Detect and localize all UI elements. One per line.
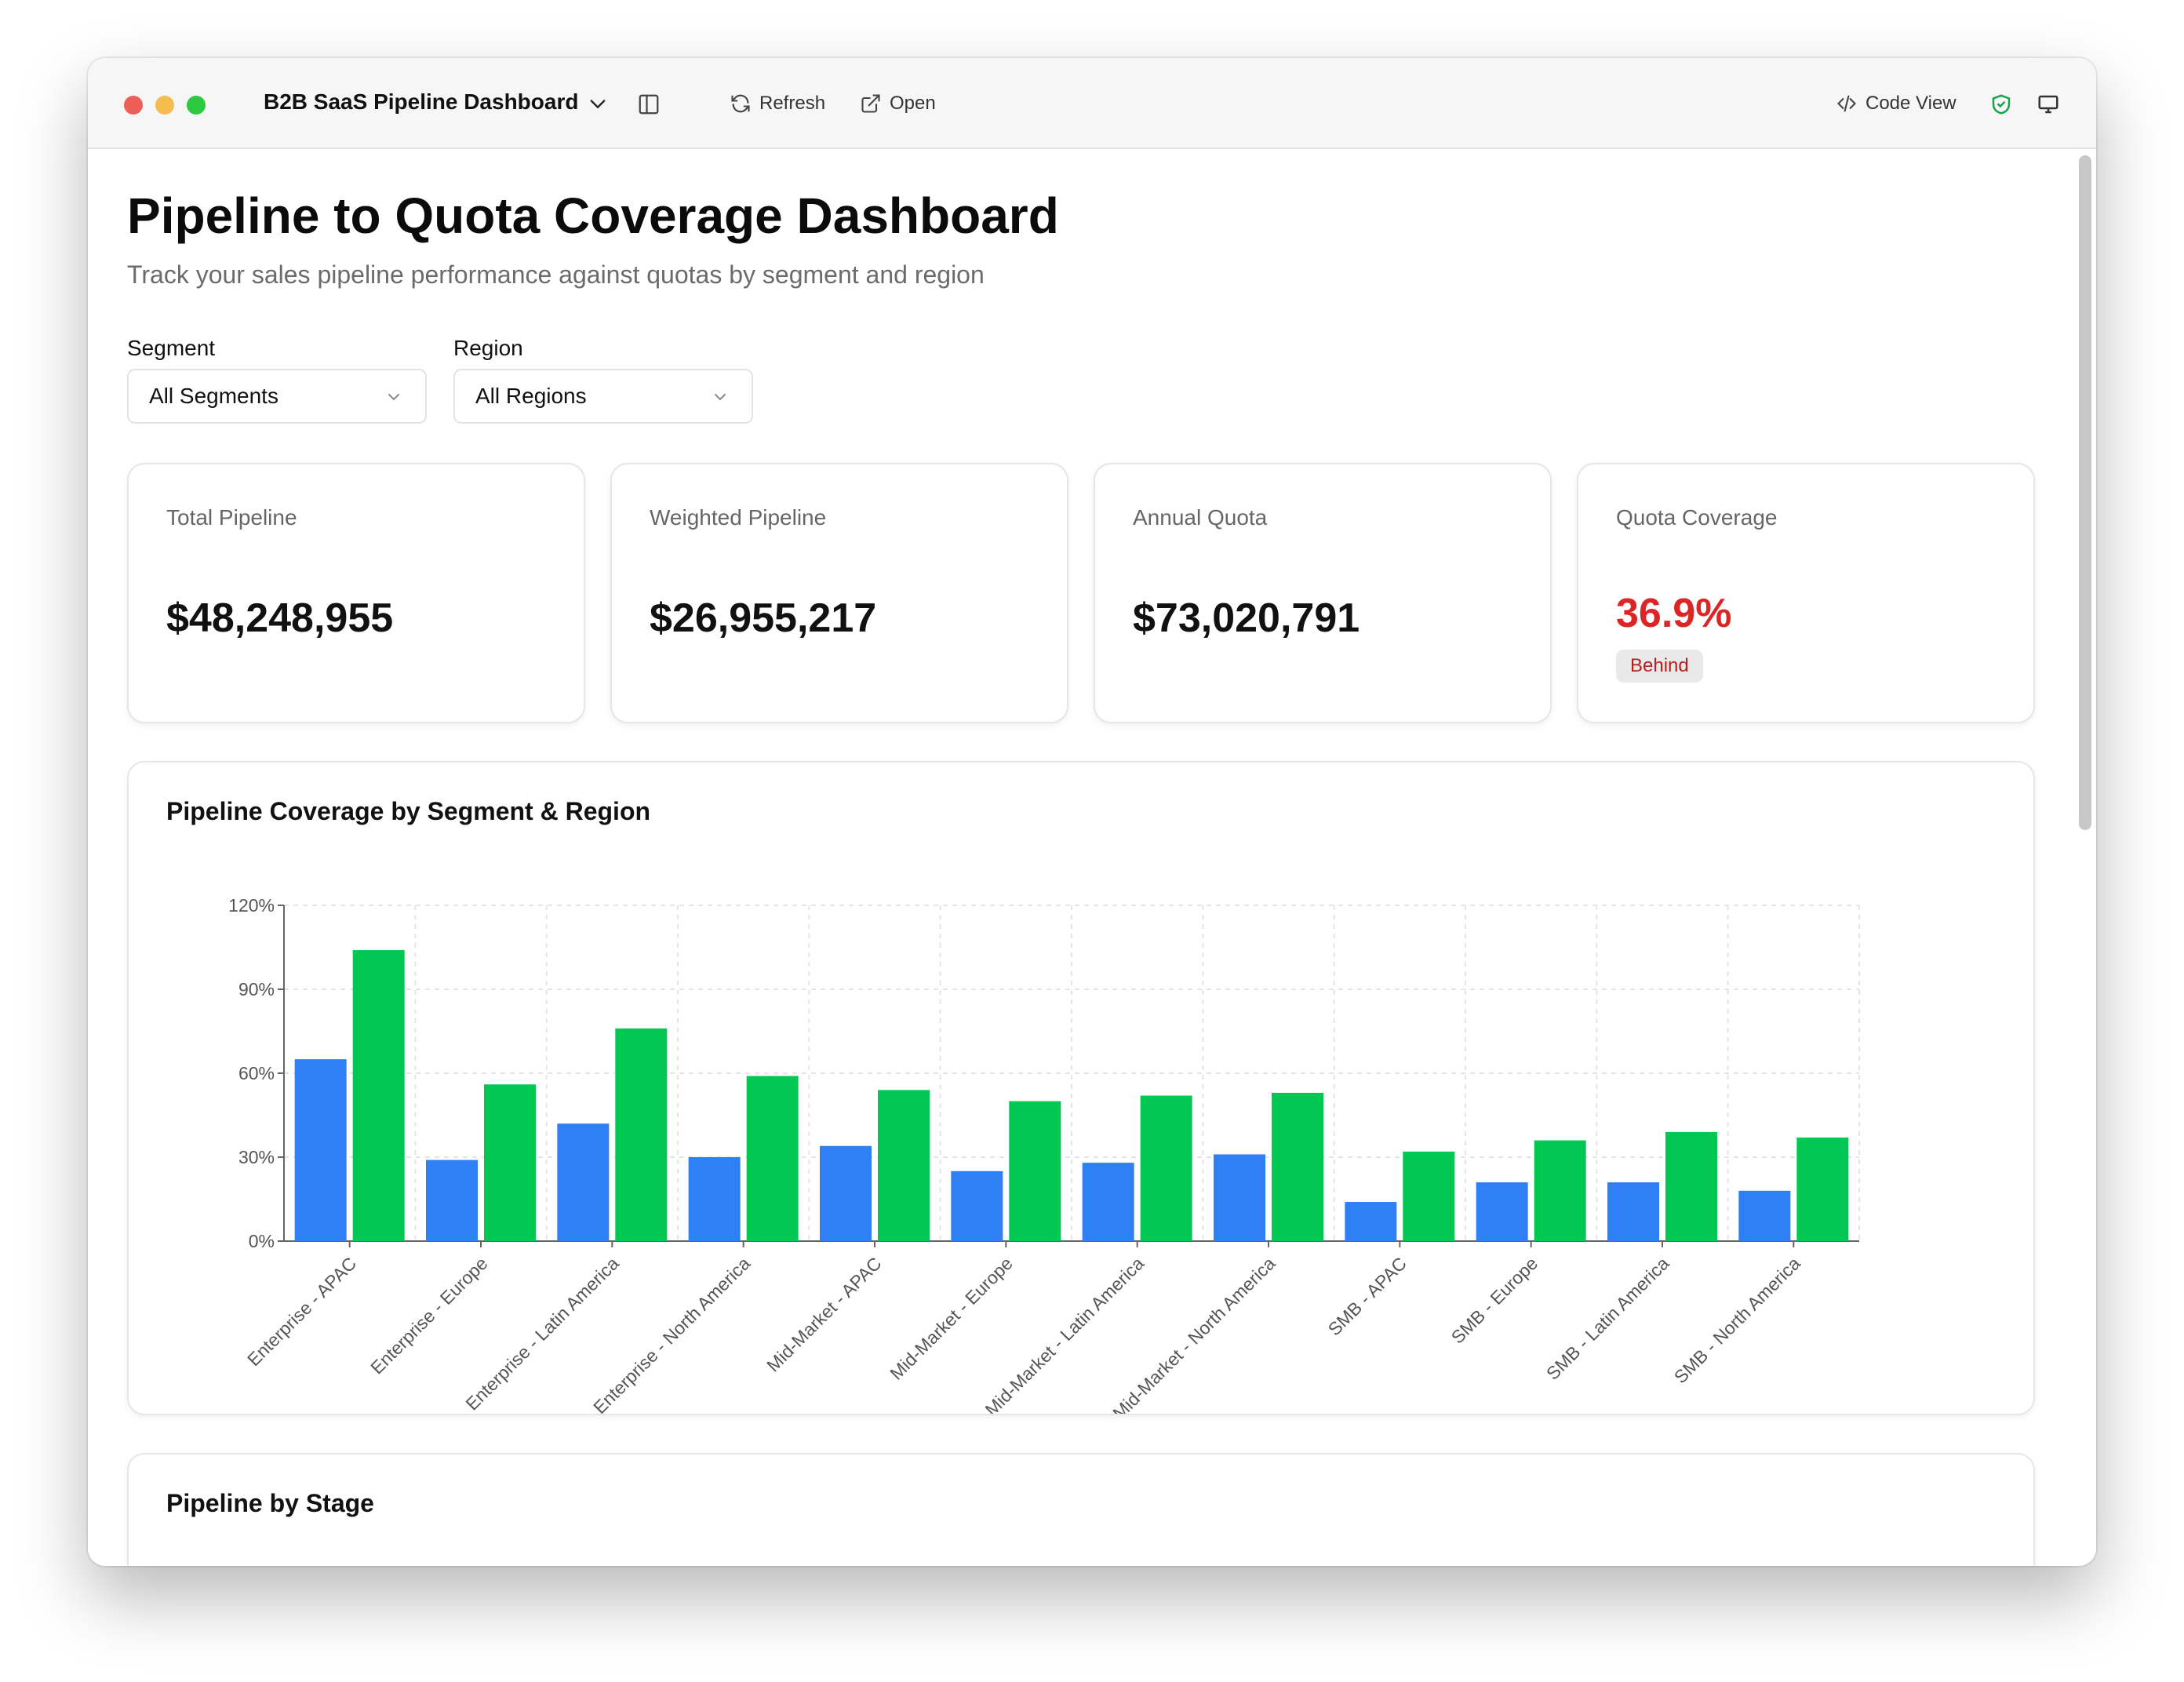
x-tick-label: Enterprise - APAC [243,1253,360,1370]
open-button[interactable]: Open [860,88,936,119]
bar [1214,1154,1265,1241]
app-title[interactable]: B2B SaaS Pipeline Dashboard [264,89,579,114]
region-label: Region [453,336,523,360]
bar [1738,1190,1791,1241]
page-subtitle: Track your sales pipeline performance ag… [127,260,985,289]
stage-chart-panel: Pipeline by Stage [127,1453,2035,1566]
refresh-button[interactable]: Refresh [730,88,825,119]
bar [1796,1138,1849,1241]
bar [1476,1182,1528,1241]
x-tick-label: Mid-Market - APAC [763,1253,885,1375]
kpi-label: Total Pipeline [166,505,297,530]
segment-select-value: All Segments [149,384,278,408]
y-tick-label: 120% [228,895,275,916]
chevron-down-icon [715,394,726,401]
y-tick-label: 90% [238,979,275,999]
x-tick-label: SMB - Europe [1447,1253,1542,1348]
status-badge: Behind [1616,650,1703,683]
minimize-window-button[interactable] [155,96,174,115]
kpi-value: $48,248,955 [166,595,394,641]
bar [484,1084,536,1241]
y-tick-label: 0% [249,1231,275,1251]
bar [820,1145,872,1241]
maximize-window-button[interactable] [187,96,206,115]
code-view-button[interactable]: Code View [1836,88,1956,119]
segment-select[interactable]: All Segments [127,369,427,424]
dashboard-content[interactable]: Pipeline to Quota Coverage Dashboard Tra… [88,149,2096,1566]
page-title: Pipeline to Quota Coverage Dashboard [127,187,1059,244]
code-view-label: Code View [1866,93,1956,114]
region-select-value: All Regions [475,384,587,408]
vertical-scrollbar[interactable] [2079,155,2091,830]
stage-panel-title: Pipeline by Stage [166,1489,374,1517]
segment-label: Segment [127,336,216,360]
chart-title: Pipeline Coverage by Segment & Region [166,797,651,825]
chevron-down-icon [388,394,399,401]
monitor-icon[interactable] [2037,93,2060,116]
x-tick-label: SMB - Latin America [1542,1253,1673,1384]
external-link-icon [861,94,880,113]
kpi-card-total-pipeline: Total Pipeline $48,248,955 [127,463,585,723]
bar [1403,1151,1455,1241]
x-tick-label: Enterprise - Europe [366,1253,491,1378]
coverage-chart-panel: Pipeline Coverage by Segment & Region 0%… [127,761,2035,1415]
bar [557,1123,610,1241]
refresh-icon [731,94,750,113]
y-tick-label: 30% [238,1147,275,1167]
code-icon [1837,95,1856,112]
region-select[interactable]: All Regions [453,369,753,424]
bar [294,1059,347,1241]
kpi-label: Annual Quota [1133,505,1268,530]
bar [951,1170,1003,1241]
kpi-value: $73,020,791 [1133,595,1360,641]
kpi-value: $26,955,217 [650,595,877,641]
bar [746,1076,799,1241]
bar [1272,1092,1323,1241]
bar [1009,1101,1061,1241]
bar [878,1090,930,1241]
close-window-button[interactable] [124,96,143,115]
bar [426,1160,478,1241]
open-label: Open [890,93,936,114]
title-bar: B2B SaaS Pipeline Dashboard Refresh Open… [88,58,2096,149]
kpi-label: Weighted Pipeline [650,505,827,530]
x-tick-label: Enterprise - Latin America [461,1253,623,1414]
kpi-card-annual-quota: Annual Quota $73,020,791 [1094,463,1552,723]
sidebar-toggle-icon[interactable] [637,93,661,116]
x-tick-label: SMB - North America [1670,1253,1804,1387]
bar [352,950,405,1241]
bar [1345,1202,1397,1241]
x-tick-label: Enterprise - North America [589,1253,754,1414]
kpi-value: 36.9% [1616,591,1732,636]
bar [615,1028,668,1241]
kpi-label: Quota Coverage [1616,505,1778,530]
x-tick-label: Mid-Market - Europe [886,1253,1017,1384]
bar [1607,1182,1659,1241]
bar [1140,1095,1192,1241]
bar [1082,1163,1134,1241]
refresh-label: Refresh [759,93,826,114]
shield-check-icon[interactable] [1989,93,2013,116]
kpi-card-quota-coverage: Quota Coverage 36.9% Behind [1577,463,2035,723]
app-window: B2B SaaS Pipeline Dashboard Refresh Open… [88,58,2096,1566]
y-tick-label: 60% [238,1063,275,1083]
coverage-bar-chart: 0%30%60%90%120%Enterprise - APAC Enterpri… [228,895,1860,1414]
kpi-card-weighted-pipeline: Weighted Pipeline $26,955,217 [610,463,1068,723]
bar [688,1157,741,1241]
chevron-down-icon[interactable] [587,93,609,115]
bar [1665,1131,1717,1241]
bar [1534,1140,1586,1241]
x-tick-label: SMB - APAC [1324,1253,1410,1339]
